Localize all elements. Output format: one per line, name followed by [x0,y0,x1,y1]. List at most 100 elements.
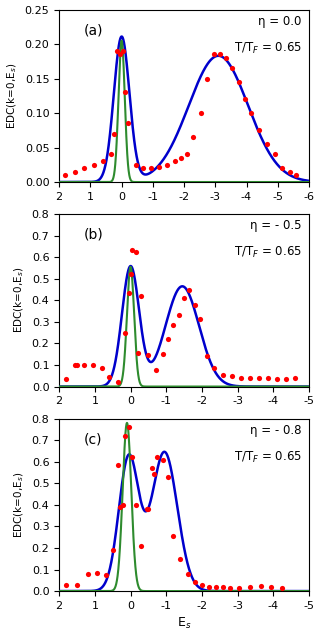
Point [283,374,288,384]
Text: T/T$_F$ = 0.65: T/T$_F$ = 0.65 [234,245,301,261]
Point [100,363,105,373]
Point [185,149,190,159]
Point [247,373,252,383]
Point [117,502,122,512]
Point [171,320,176,330]
Point [130,245,135,255]
Point [103,570,108,580]
Point [236,77,241,87]
Point [133,500,139,510]
Point [187,285,192,295]
Point [292,373,297,383]
Point [206,582,212,592]
Point [192,299,197,310]
Point [249,108,254,118]
Point [110,545,115,555]
Point [94,568,99,578]
Point [114,46,119,56]
Point [153,365,158,375]
Point [133,247,139,257]
Text: (b): (b) [84,228,104,242]
Point [205,73,210,83]
Y-axis label: EDC(k=0,E$_s$): EDC(k=0,E$_s$) [12,471,26,538]
Point [85,569,90,579]
Text: η = - 0.5: η = - 0.5 [250,219,301,233]
Point [73,360,78,370]
Point [151,468,156,478]
Point [264,139,269,149]
Point [146,350,151,361]
Point [178,153,183,163]
Point [108,149,113,159]
Point [91,160,96,170]
Point [181,293,187,303]
Point [91,360,96,370]
Point [144,504,149,514]
Point [116,460,121,470]
Point [141,163,146,173]
Point [63,170,68,180]
Point [149,163,154,173]
Point [165,472,171,482]
Point [256,125,261,136]
Point [191,132,196,142]
Point [72,167,77,177]
Point [265,373,270,383]
Point [126,422,131,433]
Point [230,371,235,381]
Point [75,360,80,370]
Point [258,580,263,590]
Text: T/T$_F$ = 0.65: T/T$_F$ = 0.65 [234,450,301,465]
Point [139,291,144,301]
Text: (a): (a) [84,24,104,38]
Point [75,580,80,590]
Point [228,583,233,593]
Point [199,108,204,118]
Point [125,118,131,129]
Point [178,554,183,564]
Point [130,452,135,462]
Point [269,582,274,592]
Point [192,577,197,587]
Point [156,162,162,172]
Text: T/T$_F$ = 0.65: T/T$_F$ = 0.65 [234,41,301,55]
Point [160,349,165,359]
Point [239,373,244,383]
Point [211,49,216,59]
Point [230,63,235,73]
Point [164,160,170,170]
Point [280,163,285,173]
Point [199,580,204,590]
Point [288,167,293,177]
Point [176,310,181,320]
Point [212,363,217,373]
Point [107,372,112,382]
Point [237,583,242,593]
Point [123,431,128,441]
Text: η = - 0.8: η = - 0.8 [250,424,301,437]
Point [117,49,123,59]
Point [64,374,69,384]
Point [256,373,261,383]
Point [197,313,203,324]
Point [121,46,126,56]
Point [100,156,106,166]
Y-axis label: EDC(k=0,E$_s$): EDC(k=0,E$_s$) [12,267,26,333]
Point [242,94,247,104]
Point [171,531,176,541]
Point [128,269,133,280]
Point [221,369,226,380]
Point [122,87,127,97]
Point [82,360,87,370]
Point [272,149,277,159]
Point [247,582,252,592]
Point [136,348,141,358]
Text: η = 0.0: η = 0.0 [258,15,301,28]
Point [280,583,285,593]
X-axis label: E$_s$: E$_s$ [177,617,191,631]
Point [139,541,144,551]
Point [116,377,121,387]
Point [214,582,219,592]
Point [146,504,151,514]
Point [172,156,177,166]
